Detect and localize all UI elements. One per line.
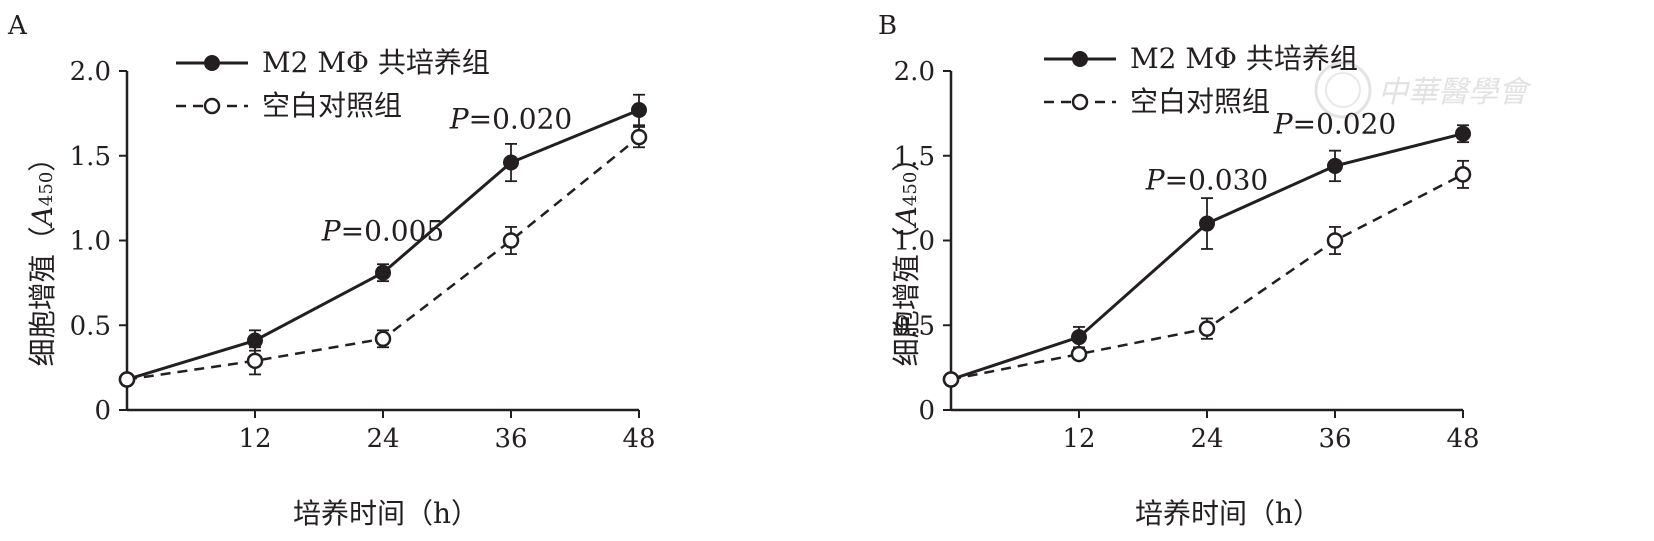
y-tick-label: 2.0 [894, 57, 935, 87]
coculture-data-point [1455, 125, 1471, 142]
legend-b-control-label: 空白对照组 [1130, 85, 1270, 118]
legend-a: M2 MΦ 共培养组 空白对照组 [176, 46, 490, 122]
x-tick-label: 48 [622, 424, 655, 454]
x-tick-label: 12 [238, 424, 271, 454]
control-data-point [1454, 166, 1472, 183]
p-value-annotation: P=0.020 [449, 103, 572, 136]
y-tick-label: 1.5 [70, 142, 111, 172]
control-data-point [502, 232, 520, 249]
control-data-point [246, 352, 264, 370]
control-data-point [374, 330, 392, 348]
origin-data-point [942, 371, 960, 388]
y-tick-label: 0 [918, 396, 935, 426]
x-axis-label-b: 培养时间（h） [1135, 497, 1321, 530]
x-axis-label-a: 培养时间（h） [293, 497, 479, 530]
control-data-point [1326, 232, 1344, 249]
y-tick-label: 1.5 [894, 142, 935, 172]
control-data-point [1070, 345, 1088, 363]
legend-a-control-label: 空白对照组 [262, 89, 402, 122]
legend-b-coculture-label: M2 MΦ 共培养组 [1130, 42, 1358, 75]
legend-b: M2 MΦ 共培养组 空白对照组 [1044, 42, 1358, 118]
p-value-annotation: P=0.030 [1145, 164, 1268, 197]
watermark: 中華醫學會 [1314, 61, 1532, 119]
panel-label-b: B [878, 11, 897, 41]
coculture-data-point [247, 332, 263, 349]
y-axis-label-a: 细胞增殖（A450） [26, 144, 59, 367]
y-axis-label-b: 细胞增殖（A450） [890, 144, 923, 367]
x-tick-label: 48 [1446, 424, 1479, 454]
legend-a-open-marker [203, 97, 221, 115]
y-tick-label: 0 [94, 396, 111, 426]
y-tick-label: 1.0 [894, 227, 935, 257]
x-tick-label: 36 [494, 424, 527, 454]
y-tick-label: 0.5 [894, 311, 935, 341]
y-tick-label: 1.0 [70, 227, 111, 257]
legend-b-filled-marker [1072, 51, 1088, 67]
y-tick-label: 0.5 [70, 311, 111, 341]
coculture-data-point [1071, 329, 1087, 346]
watermark-seal-icon [1314, 61, 1372, 119]
p-value-annotation: P=0.020 [1273, 108, 1396, 141]
x-tick-label: 24 [1190, 424, 1223, 454]
legend-b-open-marker [1071, 93, 1089, 111]
x-tick-label: 36 [1318, 424, 1351, 454]
p-value-annotation: P=0.005 [321, 215, 444, 248]
control-data-point [630, 128, 648, 146]
plot-panel-a: 0 0.5 1.0 1.5 2.0 12 24 36 48 P=0.005 P=0.020 [70, 57, 656, 454]
watermark-text: 中華醫學會 [1378, 75, 1532, 110]
coculture-data-point [1327, 157, 1343, 174]
coculture-data-point [631, 101, 647, 118]
x-tick-label: 24 [366, 424, 399, 454]
coculture-data-point [375, 264, 391, 281]
x-tick-label: 12 [1062, 424, 1095, 454]
coculture-data-point [1199, 215, 1215, 232]
coculture-data-point [503, 154, 519, 171]
legend-a-coculture-label: M2 MΦ 共培养组 [262, 46, 490, 79]
legend-a-filled-marker [204, 55, 220, 71]
control-data-point [1198, 320, 1216, 337]
origin-data-point [118, 371, 136, 388]
y-tick-label: 2.0 [70, 57, 111, 87]
panel-label-a: A [7, 11, 28, 41]
